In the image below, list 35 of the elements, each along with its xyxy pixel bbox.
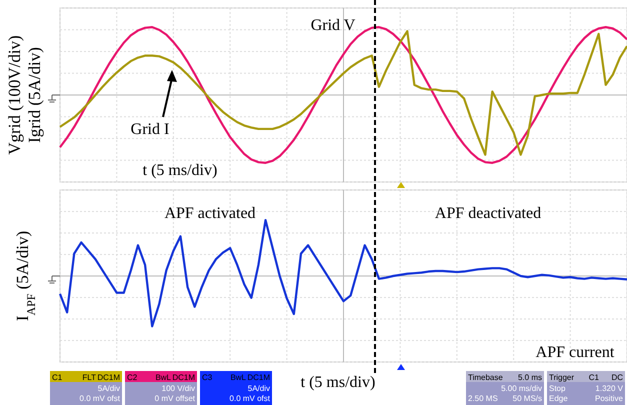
text: DC xyxy=(611,373,624,382)
text: 100 V/div xyxy=(162,384,195,393)
x-axis-title: t (5 ms/div) xyxy=(300,374,376,391)
text: Stop xyxy=(549,384,566,393)
text: BwL xyxy=(230,373,247,382)
text: 0.0 mV ofst xyxy=(80,394,121,403)
annotation: APF deactivated xyxy=(434,205,542,222)
text: APF current xyxy=(536,344,615,361)
text: FLT xyxy=(82,373,96,382)
text: 5A/div xyxy=(98,384,120,393)
text: C1 xyxy=(588,373,600,382)
text: Grid I xyxy=(130,121,170,138)
text: C3 xyxy=(202,373,213,382)
text: Trigger xyxy=(549,373,574,382)
text: Positive xyxy=(594,394,624,403)
text: 2.50 MS xyxy=(468,394,498,403)
y-axis-title: Vgrid (100V/div) Igrid (5A/div) xyxy=(5,35,44,155)
series-label: Grid V xyxy=(310,17,356,34)
text: DC1M xyxy=(247,373,270,382)
text: 5.0 ms xyxy=(518,373,542,382)
text: C2 xyxy=(127,373,138,382)
text: 50 MS/s xyxy=(512,394,542,403)
text: DC1M xyxy=(172,373,196,382)
text: 1.320 V xyxy=(595,384,624,393)
text: C1 xyxy=(52,373,63,382)
text: 0.0 mV ofst xyxy=(230,394,271,403)
text: DC1M xyxy=(97,373,120,382)
text: BwL xyxy=(155,373,172,382)
annotation: APF activated xyxy=(164,205,256,222)
text: Timebase xyxy=(468,373,504,382)
x-axis-title: t (5 ms/div) xyxy=(142,162,218,179)
text: 5A/div xyxy=(248,384,270,393)
text: 5.00 ms/div xyxy=(501,384,542,393)
text: Edge xyxy=(549,394,568,403)
text: 0 mV offset xyxy=(154,394,196,403)
